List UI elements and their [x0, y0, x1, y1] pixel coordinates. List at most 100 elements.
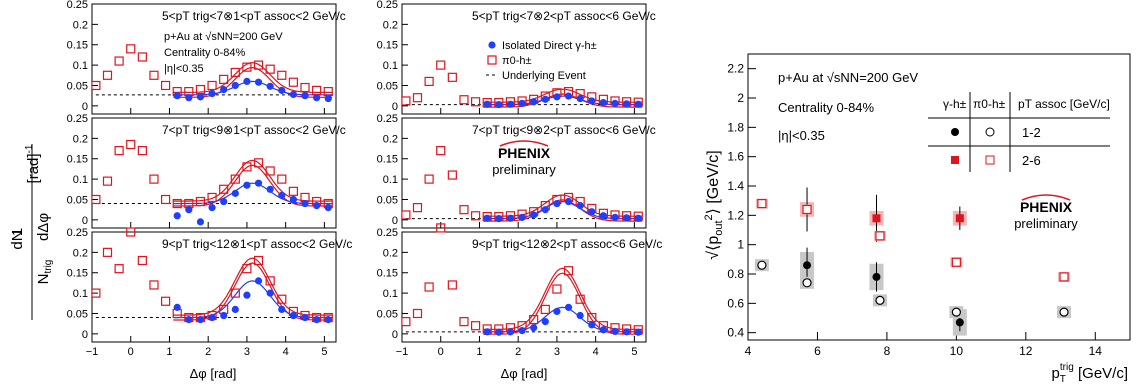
pi0-point [207, 80, 217, 91]
gamma-point [220, 85, 228, 94]
pi0-point [172, 198, 182, 209]
gamma-point [623, 214, 631, 222]
ytick-label: 0 [82, 215, 88, 227]
ytick-label: 1.8 [727, 120, 744, 134]
pi0-point [137, 52, 147, 62]
ytick-label: 0.25 [377, 227, 398, 239]
pi0-point [219, 74, 229, 84]
pi0-point [470, 321, 481, 331]
pi0-point [253, 255, 264, 266]
pi0-point [253, 60, 264, 70]
gamma-point [611, 213, 619, 222]
pi0-fit-upper [483, 194, 643, 217]
gamma-point [301, 92, 309, 100]
gamma-point [220, 311, 228, 320]
logo-subtext: preliminary [492, 162, 556, 177]
pi0-point [195, 196, 206, 207]
pi0-point [91, 288, 101, 298]
ytick-label: 0.05 [377, 308, 398, 320]
ytick-label: 0 [392, 101, 398, 113]
gamma-point [576, 201, 584, 210]
ytick-label: 0.15 [67, 268, 88, 280]
panel-bottom-left: 0 0.05 0.1 0.15 0.2 0.25 −1 0 1 2 3 4 5 9<pT trig<12⊗… [67, 227, 353, 358]
right-annotation-eta: |η|<0.35 [778, 128, 825, 143]
gamma-point [266, 185, 274, 193]
gamma-point [289, 90, 297, 99]
pi0-point [277, 174, 287, 184]
ytick-label: 0.05 [67, 80, 88, 92]
svg-text:dΔφ: dΔφ [35, 213, 52, 241]
gamma-point [611, 327, 619, 336]
xtick-label: −1 [396, 346, 409, 358]
gamma-point [564, 303, 573, 311]
pi0-point [401, 96, 411, 106]
panel-title: 7<pT trig<9⊗1<pT assoc<2 GeV/c [162, 123, 346, 137]
gamma-point [518, 326, 526, 335]
gamma-point [530, 324, 538, 332]
gamma-point [266, 82, 274, 90]
gamma-point [599, 98, 607, 107]
pi0-point [126, 227, 136, 237]
ytick-label: 2 [737, 91, 744, 105]
svg-text:[rad]-1: [rad]-1 [24, 144, 42, 183]
pi0-point [312, 85, 322, 95]
pi0-point [552, 284, 562, 294]
panel-right: 0.4 0.6 0.8 1 1.2 1.4 1.6 1.8 2 2.2 4 6 8 10 12 14 p+Au … [727, 53, 1131, 358]
xtick-label: 1 [166, 346, 172, 358]
ytick-label: 0.15 [377, 40, 398, 52]
pi0-point [424, 174, 434, 184]
legend-gamma-label: Isolated Direct γ-h± [502, 40, 597, 52]
ytick-label: 1.2 [727, 208, 744, 222]
gamma-point [196, 218, 205, 226]
pi0-point [447, 280, 457, 290]
xtick-label: 2 [515, 346, 521, 358]
gamma-point [506, 214, 515, 222]
gamma-point [576, 94, 584, 103]
ytick-label: 0.2 [73, 19, 88, 31]
ytick-label: 1.4 [727, 179, 744, 193]
pi0-point [447, 170, 457, 180]
ytick-label: 0.2 [383, 133, 398, 145]
point-pi0-2-6 [951, 257, 961, 267]
ytick-label: 0.1 [73, 174, 88, 186]
xtick-label: 14 [1089, 344, 1103, 358]
ytick-label: 0 [392, 329, 398, 341]
legend-ue-label: Underlying Event [502, 70, 586, 82]
panel-mid-middle: 0 0.05 0.1 0.15 0.2 0.25 7<pT trig<9⊗2<pT asso… [377, 113, 656, 229]
pi0-point [102, 70, 113, 80]
panel-frame [91, 117, 337, 229]
gamma-point [185, 206, 193, 214]
xtick-label: −1 [86, 346, 99, 358]
xtick-label: 8 [884, 344, 891, 358]
xlabel-middle: Δφ [rad] [501, 366, 548, 381]
panel-frame [401, 117, 647, 229]
gamma-point [324, 94, 332, 103]
gamma-point [231, 81, 239, 90]
ytick-label: 0.25 [67, 0, 88, 11]
ytick-label: 0.6 [727, 296, 744, 310]
ytick-label: 0.1 [383, 288, 398, 300]
right-annotation-centrality: Centrality 0-84% [778, 100, 875, 115]
pi0-point [137, 145, 147, 156]
gamma-point [541, 206, 549, 214]
xtick-label: 4 [283, 346, 289, 358]
point-gamma-1-2 [955, 318, 964, 327]
ytick-label: 0.15 [377, 154, 398, 166]
ytick-label: 0.05 [67, 308, 88, 320]
point-gamma-2-6 [872, 214, 881, 223]
pi0-point [230, 288, 240, 298]
gamma-point [588, 97, 596, 105]
svg-text:dN: dN [9, 230, 26, 249]
ytick-label: 0.05 [67, 194, 88, 206]
legend-pi0-1-2-marker [985, 127, 995, 137]
pi0-point [300, 82, 310, 93]
pi0-point [447, 72, 457, 82]
pi0-point [91, 80, 101, 91]
pi0-point [114, 145, 124, 156]
pi0-point [242, 162, 252, 172]
ytick-label: 0.2 [73, 133, 88, 145]
pi0-point [288, 186, 298, 196]
logo-text: PHENIX [1020, 199, 1073, 215]
point-gamma-2-6 [955, 214, 964, 223]
